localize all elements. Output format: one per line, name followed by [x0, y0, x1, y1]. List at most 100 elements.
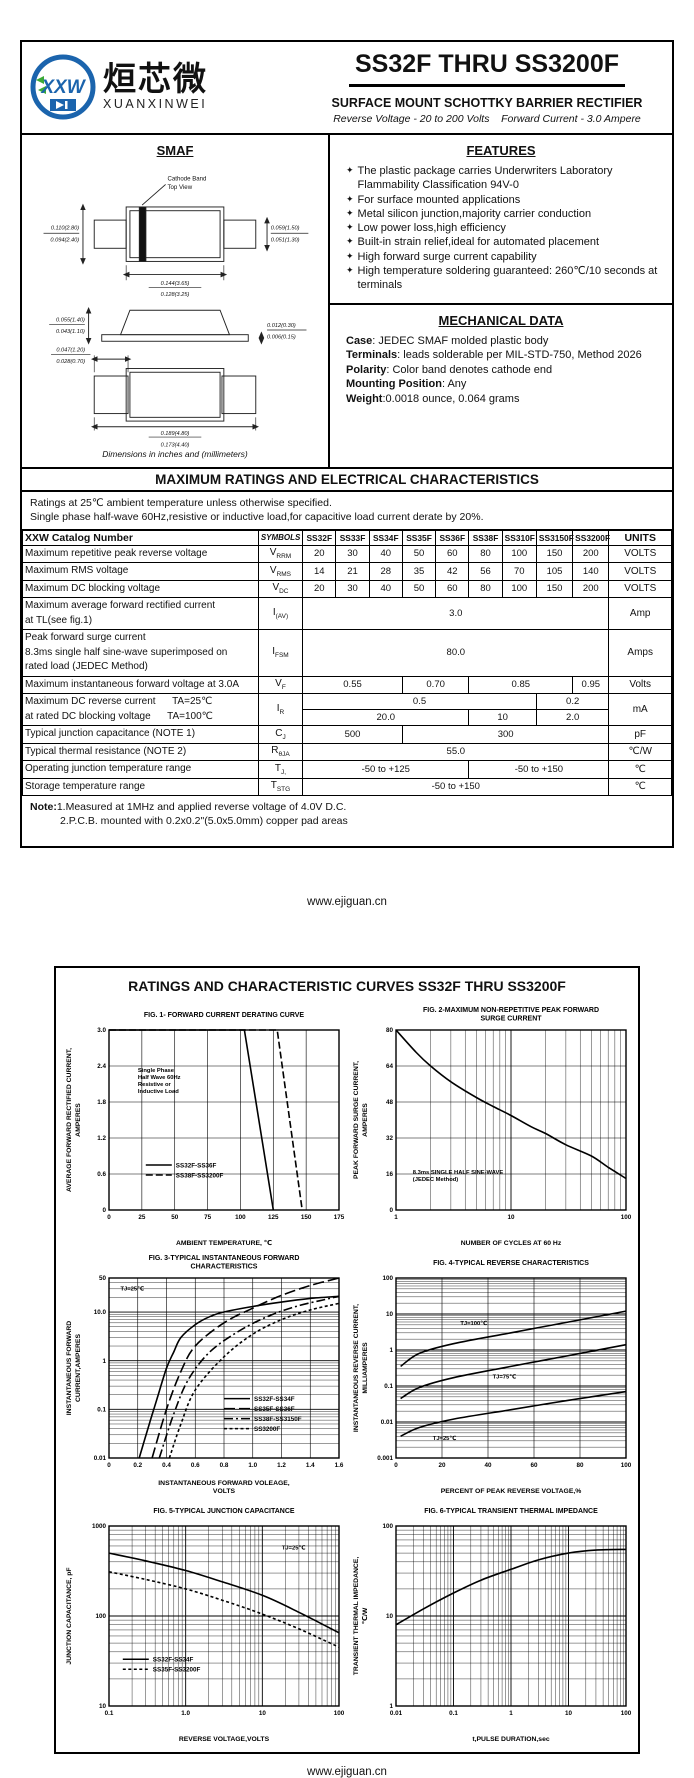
unit-cell: pF: [608, 725, 672, 744]
feature-item: ✦ Built-in strain relief,ideal for automa…: [346, 235, 662, 249]
table-value-cell: 30: [335, 579, 370, 599]
voltage-current-rating: Reverse Voltage - 20 to 200 Volts Forwar…: [333, 113, 641, 125]
unit-cell: ℃: [608, 777, 672, 797]
symbol-cell: I(AV): [257, 597, 304, 631]
svg-text:150: 150: [300, 1214, 311, 1221]
svg-text:Inductive Load: Inductive Load: [137, 1089, 178, 1095]
svg-text:100: 100: [95, 1614, 106, 1621]
table-row: Typical thermal resistance (NOTE 2) RθJA 5…: [22, 742, 672, 762]
dim-total-width-min: 0.173(4.40): [161, 442, 190, 448]
features-list: ✦ The plastic package carries Underwriter…: [340, 164, 662, 293]
table-value-cell: 100: [501, 544, 537, 564]
fig6-svg: FIG. 6-TYPICAL TRANSIENT THERMAL IMPEDAN…: [353, 1508, 632, 1743]
svg-text:Half Wave 60Hz: Half Wave 60Hz: [137, 1075, 180, 1081]
table-value-cell: 150: [535, 544, 574, 564]
svg-text:0.8: 0.8: [219, 1462, 228, 1469]
parameter-label-line: Maximum DC blocking voltage: [25, 582, 161, 594]
svg-text:50: 50: [171, 1214, 179, 1221]
svg-text:10: 10: [385, 1312, 393, 1319]
svg-text:0.4: 0.4: [162, 1462, 171, 1469]
table-value-cell: 55.0: [302, 742, 610, 762]
symbol-cell: CJ: [257, 725, 304, 744]
dim-tab-height-max: 0.059(1.50): [271, 225, 300, 231]
part-header: SS38F: [468, 529, 503, 546]
website-footer: www.ejiguan.cn: [307, 896, 387, 909]
svg-text:AMPERES: AMPERES: [362, 1103, 369, 1137]
svg-text:1.0: 1.0: [181, 1710, 190, 1717]
table-value-cell: 20: [302, 544, 337, 564]
table-value-cell: 80.0: [302, 629, 610, 677]
svg-text:0: 0: [107, 1462, 111, 1469]
svg-text:SS32F-SS36F: SS32F-SS36F: [175, 1163, 216, 1170]
units-header: UNITS: [608, 529, 672, 546]
table-value-cell: 50: [401, 579, 437, 599]
svg-text:1.2: 1.2: [97, 1136, 106, 1143]
part-header: SS310F: [501, 529, 537, 546]
unit-cell: mA: [608, 693, 672, 727]
table-row: Peak forward surge current 8.3ms single h…: [22, 629, 672, 677]
feature-text: For surface mounted applications: [357, 193, 521, 206]
mechanical-data-item: Mounting Position: Any: [346, 378, 467, 391]
svg-text:100: 100: [333, 1710, 344, 1717]
table-row: Maximum DC blocking voltage VDC 20 30 40 50 60…: [22, 579, 672, 599]
table-value-cell: 105: [535, 562, 574, 581]
dim-total-width-max: 0.189(4.80): [161, 431, 190, 437]
svg-text:0.6: 0.6: [97, 1172, 106, 1179]
figure-grid: FIG. 1- FORWARD CURRENT DERATING CURVE 0 2…: [62, 1004, 632, 1744]
svg-text:80: 80: [576, 1462, 584, 1469]
unit-cell: VOLTS: [608, 544, 672, 564]
mechanical-data-item: Terminals: leads solderable per MIL-STD-…: [346, 349, 642, 362]
dim-pad-length-max: 0.047(1.20): [56, 348, 85, 354]
svg-text:MILLIAMPERES: MILLIAMPERES: [362, 1342, 369, 1394]
figure-6-chart: FIG. 6-TYPICAL TRANSIENT THERMAL IMPEDAN…: [350, 1500, 632, 1744]
table-value-cell: 60: [435, 579, 470, 599]
table-subrow: 20.0 10 2.0: [23, 709, 672, 727]
table-value-cell: -50 to +150: [302, 777, 610, 797]
parameter-label-line: at TL(see fig.1): [25, 614, 93, 626]
ratings-condition-2: Single phase half-wave 60Hz,resistive or…: [30, 511, 484, 524]
part-header: SS34F: [368, 529, 403, 546]
dim-thickness-min: 0.043(1.10): [56, 329, 85, 335]
parameter-label-line: Operating junction temperature range: [25, 763, 192, 775]
svg-text:AMBIENT TEMPERATURE, ℃: AMBIENT TEMPERATURE, ℃: [175, 1240, 271, 1247]
dim-body-width-max: 0.144(3.65): [161, 281, 190, 287]
ratings-conditions: Ratings at 25℃ ambient temperature unles…: [22, 492, 672, 530]
part-header: SS35F: [401, 529, 437, 546]
table-value-cell: 42: [435, 562, 470, 581]
table-row: Typical junction capacitance (NOTE 1) CJ 5…: [22, 725, 672, 744]
dim-lead-thickness-max: 0.012(0.30): [267, 323, 296, 329]
table-header-row: XXW Catalog Number SYMBOLS SS32F SS33F S…: [22, 529, 672, 546]
svg-text:Single Phase: Single Phase: [137, 1068, 174, 1074]
device-description: SURFACE MOUNT SCHOTTKY BARRIER RECTIFIER: [331, 96, 643, 110]
svg-text:0.1: 0.1: [384, 1384, 393, 1391]
svg-text:48: 48: [385, 1100, 393, 1107]
feature-item: ✦ Metal silicon junction,majority carrier…: [346, 207, 662, 221]
svg-text:0.01: 0.01: [380, 1420, 393, 1427]
svg-text:100: 100: [620, 1710, 631, 1717]
table-row: Maximum DC reverse current TA=25℃ at rate…: [22, 693, 672, 727]
part-header: SS33F: [335, 529, 370, 546]
table-value-cell: 2.0: [535, 709, 610, 727]
figure-4-chart: FIG. 4-TYPICAL REVERSE CHARACTERISTICS 0 2…: [350, 1252, 632, 1496]
symbol-cell: TJ,: [257, 760, 304, 779]
table-value-cell: 35: [401, 562, 437, 581]
svg-text:PERCENT OF PEAK REVERSE VOLTAG: PERCENT OF PEAK REVERSE VOLTAGE,%: [440, 1488, 581, 1495]
feature-item: ✦ The plastic package carries Underwriter…: [346, 164, 662, 193]
svg-text:0.01: 0.01: [389, 1710, 402, 1717]
unit-cell: ℃/W: [608, 742, 672, 762]
table-value-cell: 40: [368, 579, 403, 599]
fig5-svg: FIG. 5-TYPICAL JUNCTION CAPACITANCE 0.1 1.…: [66, 1508, 345, 1743]
mechanical-data-item: Weight:0.0018 ounce, 0.064 grams: [346, 392, 520, 405]
svg-text:0.01: 0.01: [93, 1456, 106, 1463]
fig2-svg: FIG. 2-MAXIMUM NON-REPETITIVE PEAK FORWA…: [353, 1007, 632, 1247]
table-value-cell: 0.85: [468, 675, 574, 695]
parameter-label-line: rated load (JEDEC Method): [25, 661, 148, 673]
svg-text:t,PULSE DURATION,sec: t,PULSE DURATION,sec: [472, 1736, 550, 1743]
svg-text:10.0: 10.0: [93, 1310, 106, 1317]
svg-text:0.6: 0.6: [190, 1462, 199, 1469]
feature-text: Low power loss,high efficiency: [357, 222, 506, 235]
svg-text:1: 1: [389, 1348, 393, 1355]
svg-text:SS32F-SS34F: SS32F-SS34F: [152, 1657, 193, 1664]
svg-text:CHARACTERISTICS: CHARACTERISTICS: [190, 1264, 257, 1271]
cathode-band-label: Cathode Band: [167, 176, 206, 183]
